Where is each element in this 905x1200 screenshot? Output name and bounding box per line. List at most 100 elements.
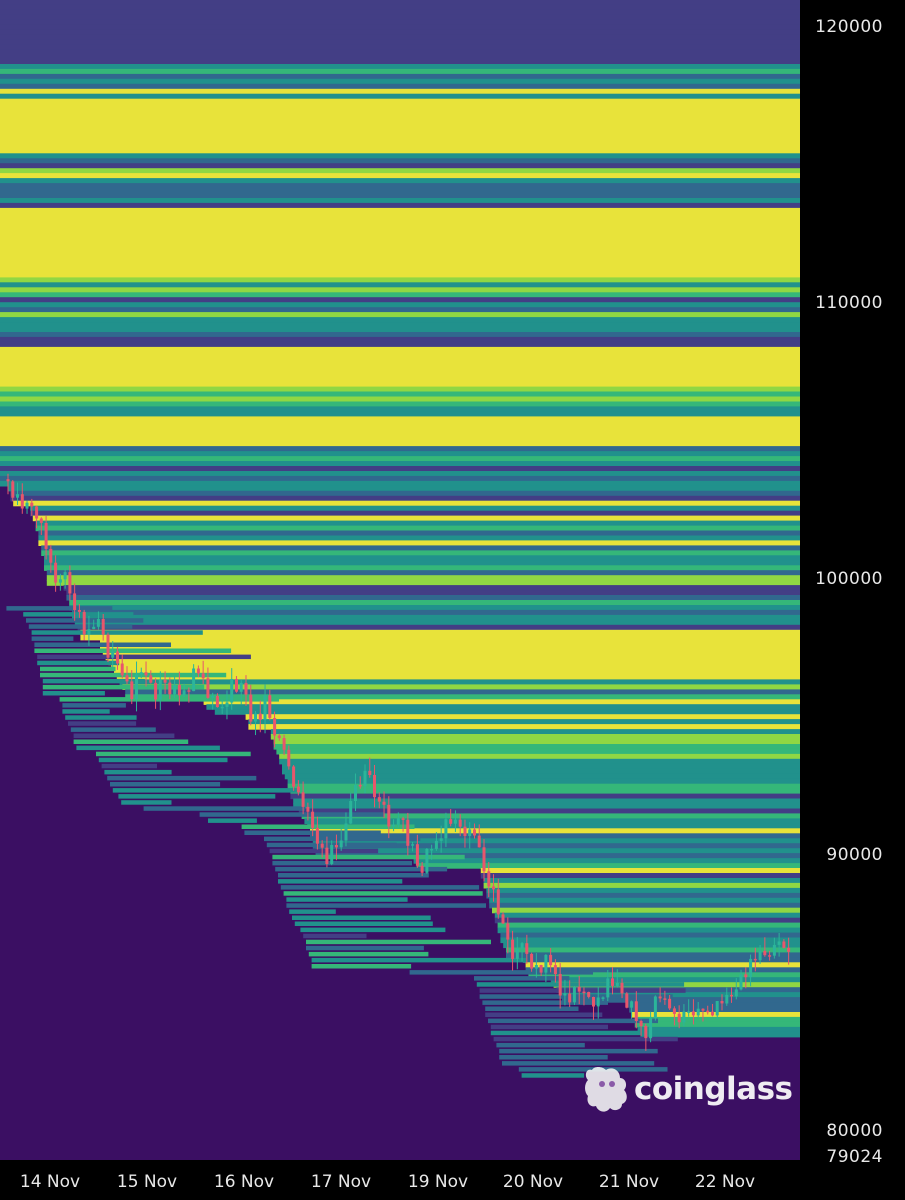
y-tick-label: 100000 <box>815 569 883 589</box>
heatmap-stub <box>40 672 227 678</box>
candle-body <box>230 679 234 703</box>
candle-body <box>739 974 743 990</box>
heatmap-band <box>0 39 800 45</box>
heatmap-band <box>310 828 800 834</box>
candle-body <box>634 1001 638 1021</box>
candle-body <box>30 502 34 507</box>
candle-body <box>354 784 357 801</box>
y-tick-label: 90000 <box>826 845 883 865</box>
heatmap-band <box>0 198 800 204</box>
heatmap-band <box>125 694 800 700</box>
heatmap-band <box>38 535 800 542</box>
candle-body <box>501 914 505 924</box>
heatmap-stub <box>499 1048 658 1054</box>
heatmap-band <box>44 565 800 571</box>
candle-body <box>487 871 491 887</box>
heatmap-band <box>0 262 800 269</box>
heatmap-band <box>0 168 800 174</box>
heatmap-band <box>0 480 800 487</box>
heatmap-band <box>122 684 800 690</box>
candle-body <box>572 986 576 1003</box>
x-tick-label: 22 Nov <box>694 1172 756 1192</box>
heatmap-stub <box>98 757 228 763</box>
heatmap-band <box>525 967 800 973</box>
candle-body <box>458 819 462 827</box>
candle-body <box>68 572 72 594</box>
candle-body <box>277 735 281 739</box>
candle-body <box>568 993 572 1003</box>
heatmap-stub <box>65 715 137 720</box>
candle-body <box>120 663 124 676</box>
candle-body <box>73 593 77 610</box>
heatmap-band <box>63 585 800 591</box>
candle-body <box>235 679 238 692</box>
candle-body <box>763 950 767 956</box>
candle-body <box>92 626 96 630</box>
heatmap-band <box>0 34 800 40</box>
candle-body <box>301 792 305 807</box>
candle-body <box>415 844 419 866</box>
heatmap-stub <box>272 860 412 866</box>
heatmap-stub <box>37 660 120 666</box>
heatmap-band <box>245 714 800 720</box>
candle-body <box>334 845 338 848</box>
x-tick-label: 15 Nov <box>116 1172 178 1192</box>
candle-body <box>482 847 486 872</box>
heatmap-stub <box>112 788 300 793</box>
heatmap-band <box>0 153 800 159</box>
heatmap-band <box>206 704 800 710</box>
heatmap-band <box>72 614 800 621</box>
heatmap-band <box>0 282 800 288</box>
candle-body <box>625 993 629 1008</box>
heatmap-stub <box>275 866 448 872</box>
candle-body <box>525 943 529 954</box>
candle-body <box>696 1008 700 1016</box>
candle-body <box>744 974 748 978</box>
candle-body <box>87 629 91 635</box>
heatmap-band <box>0 431 800 437</box>
heatmap-band <box>0 366 800 373</box>
heatmap-stub <box>499 1055 608 1060</box>
candle-body <box>54 562 58 583</box>
heatmap-band <box>0 108 800 115</box>
candle-body <box>20 494 24 509</box>
heatmap-band <box>0 44 800 50</box>
candle-body <box>425 849 429 873</box>
heatmap-band <box>77 624 800 631</box>
heatmap-stub <box>121 800 172 805</box>
heatmap-band <box>282 763 800 770</box>
heatmap-band <box>0 128 800 135</box>
candle-body <box>258 713 262 720</box>
heatmap-stub <box>521 1073 585 1078</box>
heatmap-band <box>0 227 800 234</box>
heatmap-band <box>0 356 800 363</box>
candle-body <box>139 672 143 675</box>
candle-body <box>144 672 148 676</box>
heatmap-band <box>0 466 800 472</box>
candle-body <box>225 702 229 707</box>
heatmap-stub <box>269 848 379 854</box>
candle-body <box>515 948 519 959</box>
heatmap-band <box>0 252 800 259</box>
candle-body <box>434 840 438 849</box>
heatmap-stub <box>490 1024 608 1030</box>
candle-body <box>477 835 481 848</box>
heatmap-stub <box>479 988 686 993</box>
heatmap-band <box>0 267 800 274</box>
candle-body <box>668 998 672 1009</box>
candle-body <box>401 818 405 820</box>
heatmap-stub <box>306 939 491 945</box>
candle-body <box>44 523 48 549</box>
heatmap-stub <box>289 909 336 914</box>
heatmap-stub <box>118 794 276 799</box>
candle-body <box>173 684 177 695</box>
y-tick-label: 80000 <box>826 1121 883 1141</box>
heatmap-band <box>0 103 800 110</box>
heatmap-stub <box>73 739 189 744</box>
candle-body <box>539 965 543 973</box>
heatmap-stub <box>485 1006 579 1011</box>
heatmap-stub <box>40 666 116 672</box>
candle-body <box>201 673 205 679</box>
heatmap-band <box>480 873 800 879</box>
heatmap-band <box>0 327 800 333</box>
